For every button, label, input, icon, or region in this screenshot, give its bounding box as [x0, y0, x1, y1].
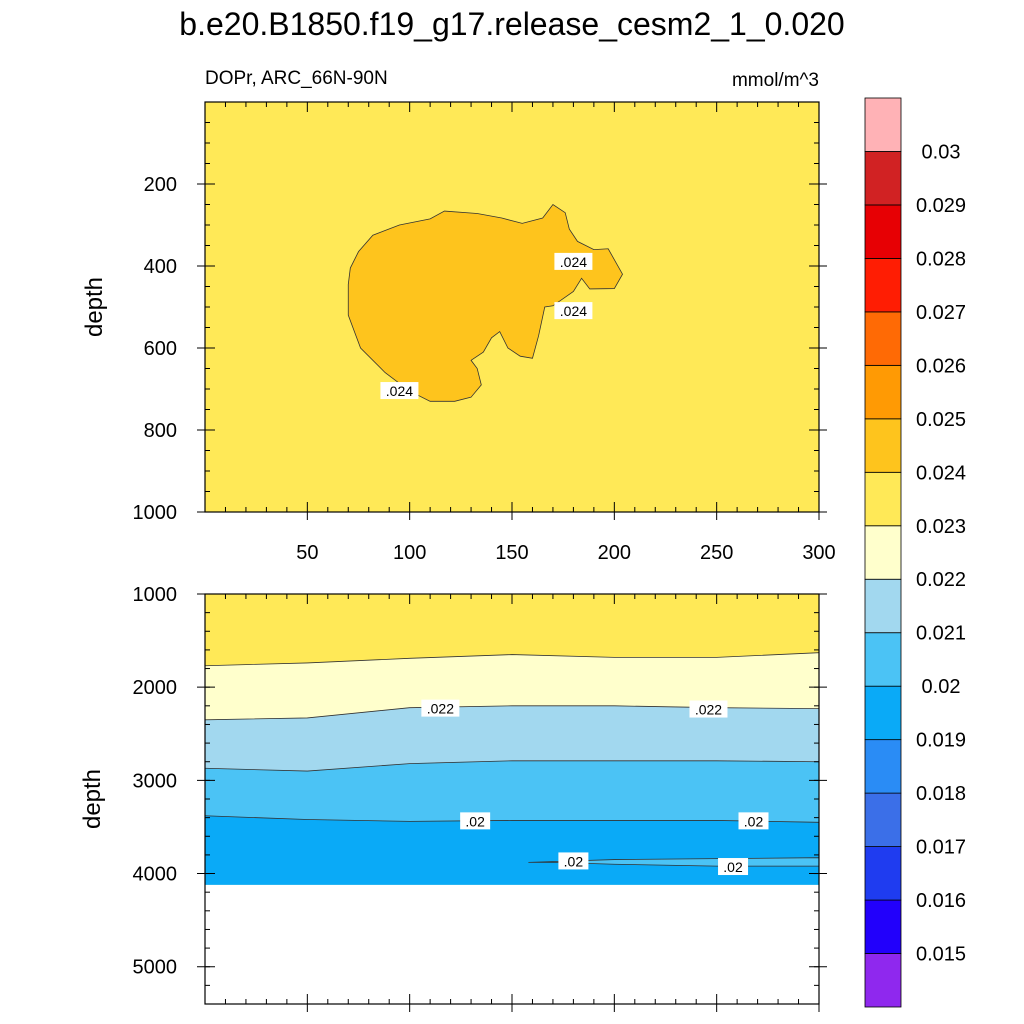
lower-y-tick-label: 4000	[133, 864, 178, 886]
lower-contour-label-box	[689, 700, 728, 718]
upper-contour-region	[347, 203, 623, 402]
upper-panel-fill	[205, 102, 819, 512]
lower-contour-labels: .022 .022 .02 .02 .02 .02	[421, 699, 769, 876]
colorbar-swatch	[864, 258, 902, 313]
upper-y-tick-label: 1000	[133, 502, 178, 524]
lower-contour-label-box	[738, 812, 769, 830]
colorbar-label: 0.026	[916, 355, 966, 377]
colorbar-label: 0.016	[916, 890, 966, 912]
colorbar-label: 0.017	[916, 837, 966, 859]
upper-contour-label: .024	[560, 254, 587, 270]
colorbar-swatch	[864, 846, 902, 901]
colorbar-swatch	[864, 739, 902, 794]
lower-contour-line	[205, 652, 819, 667]
colorbar: 0.015 0.016 0.017 0.018 0.019 0.02 0.021 0.022 0…	[864, 97, 966, 1008]
colorbar-swatch	[864, 578, 902, 634]
colorbar-swatch	[864, 685, 902, 741]
colorbar-label: 0.027	[916, 302, 966, 324]
lower-contour-line	[205, 815, 819, 823]
colorbar-swatch	[864, 151, 902, 206]
lower-contour-band	[205, 815, 819, 885]
units-label: mmol/m^3	[732, 70, 819, 91]
colorbar-swatch	[864, 97, 902, 152]
colorbar-swatch	[864, 632, 902, 687]
lower-contour-label: .02	[564, 853, 584, 869]
lower-contour-label: .02	[723, 859, 743, 875]
lower-contour-label-box	[460, 812, 491, 830]
upper-x-tick-label: 50	[296, 542, 318, 564]
lower-y-tick-label: 5000	[133, 957, 178, 979]
lower-contour-label-box	[421, 699, 460, 717]
colorbar-swatch	[864, 525, 902, 580]
lower-contour-label-box	[558, 852, 589, 870]
variable-region-label: DOPr, ARC_66N-90N	[205, 68, 388, 89]
colorbar-label: 0.021	[916, 623, 966, 645]
upper-x-tick-label: 250	[700, 542, 733, 564]
upper-y-tick-label: 400	[144, 256, 177, 278]
upper-panel: .024 .024 .024 50 100 150 200 250 300 200 400 600 8…	[81, 101, 836, 564]
upper-contour-label: .024	[560, 303, 587, 319]
colorbar-swatch	[864, 311, 902, 366]
colorbar-swatch	[864, 364, 902, 420]
upper-y-tick-label: 800	[144, 420, 177, 442]
upper-x-tick-label: 100	[393, 542, 426, 564]
colorbar-swatch	[864, 792, 902, 847]
colorbar-label: 0.023	[916, 516, 966, 538]
colorbar-label: 0.03	[922, 141, 961, 163]
lower-y-axis-label: depth	[79, 769, 106, 829]
upper-axis-ticks: 50 100 150 200 250 300 200 400 600 800 1000	[133, 101, 836, 564]
colorbar-swatch	[864, 899, 902, 954]
upper-contour-label-box	[554, 252, 593, 270]
upper-contour-label: .024	[386, 383, 413, 399]
chart-title: b.e20.B1850.f19_g17.release_cesm2_1_0.02…	[179, 6, 844, 42]
colorbar-label: 0.015	[916, 944, 966, 966]
colorbar-label: 0.022	[916, 569, 966, 591]
lower-panel: .022 .022 .02 .02 .02 .02 1000 2000 3000 4000 500…	[79, 584, 827, 1012]
upper-contour-labels: .024 .024 .024	[380, 252, 593, 400]
colorbar-label: 0.019	[916, 730, 966, 752]
colorbar-swatch	[864, 418, 902, 473]
colorbar-label: 0.028	[916, 248, 966, 270]
lower-panel-fill	[205, 594, 819, 885]
lower-y-tick-label: 1000	[133, 584, 178, 606]
upper-x-tick-label: 150	[495, 542, 528, 564]
upper-x-tick-label: 300	[802, 542, 835, 564]
lower-contour-line	[205, 760, 819, 772]
colorbar-label: 0.025	[916, 409, 966, 431]
lower-contour-label-box	[718, 858, 749, 876]
colorbar-swatch	[864, 204, 902, 259]
colorbar-label: 0.018	[916, 783, 966, 805]
upper-y-tick-label: 600	[144, 338, 177, 360]
upper-contour-label-box	[554, 302, 593, 320]
lower-contour-label: .022	[695, 702, 722, 718]
lower-contour-label: .02	[744, 813, 764, 829]
upper-x-tick-label: 200	[598, 542, 631, 564]
colorbar-swatch	[864, 953, 902, 1008]
lower-y-tick-label: 2000	[133, 677, 178, 699]
lower-contour-label: .022	[427, 701, 454, 717]
colorbar-swatch	[864, 471, 902, 527]
lower-y-tick-label: 3000	[133, 770, 178, 792]
colorbar-label: 0.029	[916, 195, 966, 217]
upper-contour-label-box	[380, 382, 419, 400]
upper-y-tick-label: 200	[144, 174, 177, 196]
colorbar-label: 0.024	[916, 462, 966, 484]
colorbar-label: 0.02	[922, 676, 961, 698]
lower-contour-label: .02	[465, 813, 485, 829]
lower-axis-ticks: 1000 2000 3000 4000 5000	[133, 584, 827, 1012]
upper-y-axis-label: depth	[81, 277, 108, 337]
